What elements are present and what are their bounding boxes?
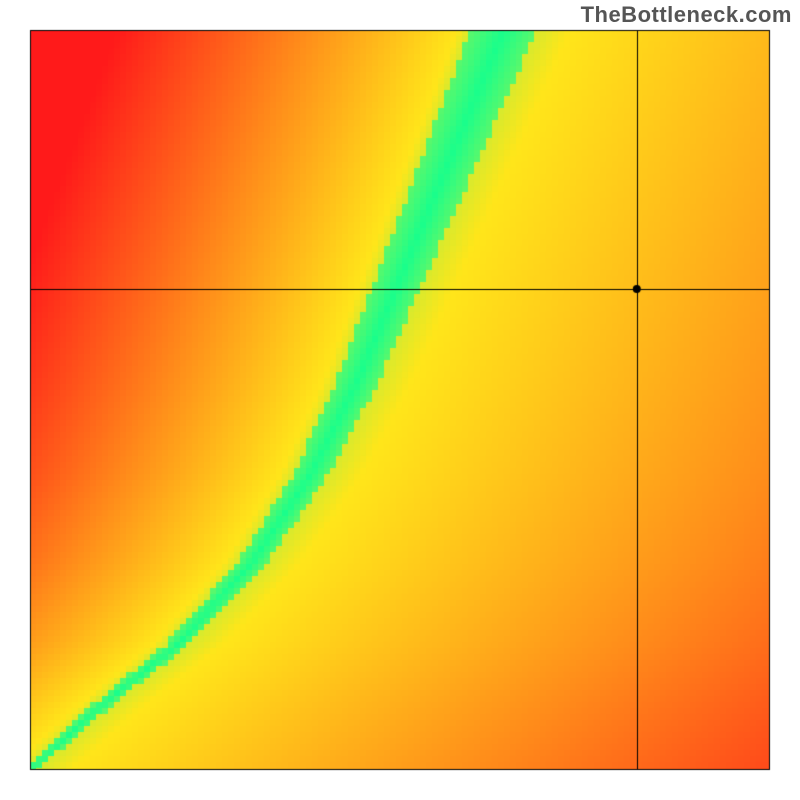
heatmap-canvas (0, 0, 800, 800)
watermark-text: TheBottleneck.com (581, 2, 792, 28)
chart-container: TheBottleneck.com (0, 0, 800, 800)
